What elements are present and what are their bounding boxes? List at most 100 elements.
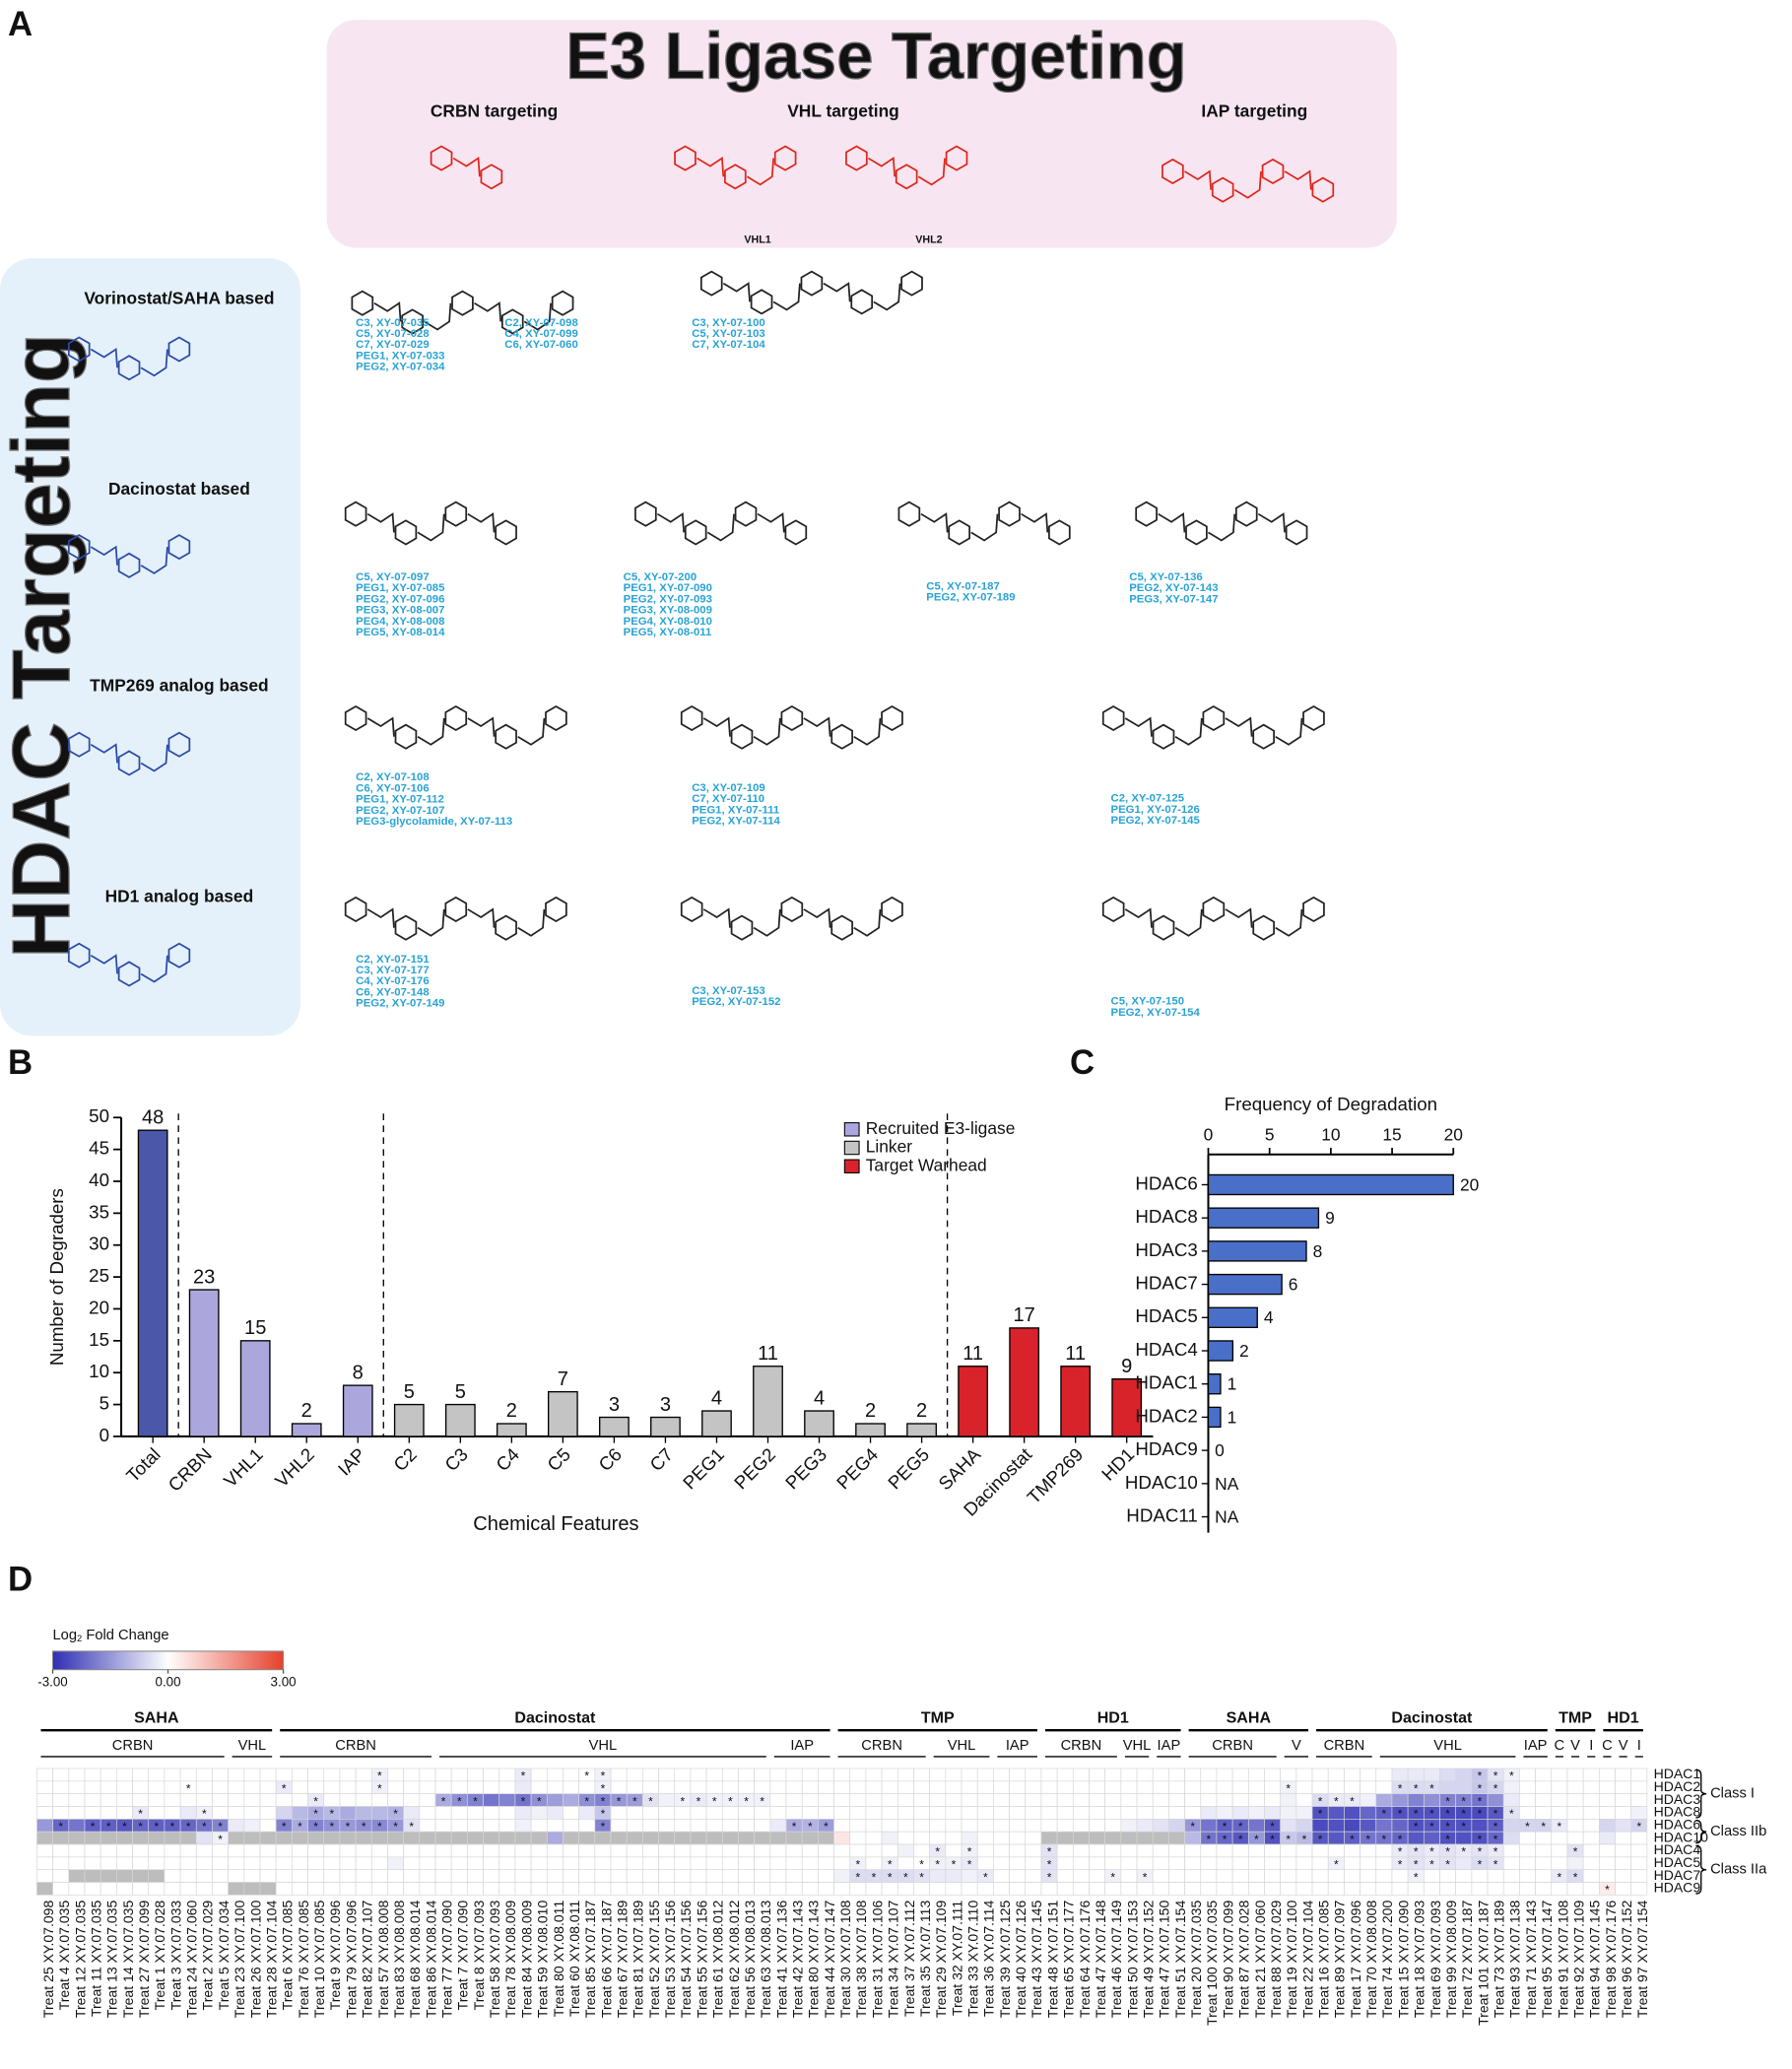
group-label: HD1 — [1608, 1708, 1639, 1726]
column-label: Treat 62 XY.08.012 — [726, 1901, 742, 2019]
heatmap-cell — [1089, 1793, 1106, 1807]
bond-chain — [1257, 512, 1286, 533]
ring — [394, 914, 418, 941]
heatmap-cell — [1598, 1869, 1616, 1883]
heatmap-cell — [514, 1831, 532, 1845]
heatmap-cell — [1216, 1856, 1233, 1871]
heatmap-cell — [243, 1869, 261, 1883]
heatmap-cell — [769, 1780, 787, 1795]
heatmap-cell — [961, 1882, 978, 1896]
heatmap-cell — [818, 1856, 834, 1871]
heatmap-cell — [1295, 1793, 1313, 1807]
heatmap-cell — [1566, 1806, 1584, 1820]
heatmap-cell — [642, 1843, 659, 1858]
group-label: Dacinostat — [514, 1708, 596, 1726]
bond-chain — [523, 302, 552, 331]
heatmap-cell — [514, 1819, 532, 1833]
heatmap-cell — [801, 1793, 819, 1807]
significance-star: * — [1143, 1870, 1148, 1884]
heatmap-cell — [1630, 1793, 1648, 1807]
heatmap-cell — [546, 1768, 564, 1782]
heatmap-cell — [1136, 1806, 1154, 1820]
heatmap-cell — [929, 1806, 947, 1820]
value-label: 8 — [1313, 1241, 1323, 1261]
heatmap-cell — [738, 1843, 755, 1858]
heatmap-cell — [818, 1843, 834, 1858]
heatmap-cell — [212, 1882, 229, 1896]
heatmap-cell — [370, 1806, 388, 1820]
significance-star: * — [1461, 1807, 1466, 1821]
heatmap-cell — [84, 1856, 101, 1871]
heatmap-cell — [228, 1793, 245, 1807]
structure — [699, 270, 923, 315]
bond-chain — [517, 717, 546, 746]
heatmap-cell — [769, 1869, 787, 1883]
column-label: Treat 100 XY.07.035 — [1204, 1901, 1220, 2026]
column-label: Treat 101 XY.07.187 — [1475, 1901, 1491, 2026]
heatmap-cell — [483, 1819, 500, 1833]
heatmap-cell — [116, 1768, 133, 1782]
column-label: Treat 21 XY.07.060 — [1252, 1901, 1268, 2019]
heatmap-cell — [1168, 1819, 1185, 1833]
heatmap-cell — [1089, 1806, 1106, 1820]
significance-star: * — [1190, 1820, 1195, 1834]
compound-id: C6, XY-07-060 — [504, 339, 578, 351]
x-tick-label: PEG5 — [884, 1443, 933, 1493]
compound-id: C5, XY-07-028 — [356, 328, 430, 340]
column-label: Treat 82 XY.07.107 — [360, 1901, 375, 2019]
heatmap-cell — [626, 1843, 643, 1858]
heatmap-cell — [275, 1843, 293, 1858]
heatmap-cell — [307, 1856, 325, 1871]
column-label: Treat 5 XY.07.034 — [216, 1901, 232, 2011]
heatmap-cell — [1072, 1780, 1090, 1795]
bond-chain — [1158, 512, 1186, 533]
heatmap-cell — [801, 1856, 819, 1871]
column-label: Treat 53 XY.07.156 — [662, 1901, 678, 2019]
heatmap-cell — [1040, 1793, 1058, 1807]
significance-star: * — [393, 1807, 398, 1821]
heatmap-cell — [116, 1882, 133, 1896]
heatmap-cell — [1598, 1819, 1616, 1833]
heatmap-cell — [1311, 1869, 1329, 1883]
significance-star: * — [1286, 1833, 1291, 1846]
heatmap-cell — [1009, 1882, 1027, 1896]
ring — [900, 270, 923, 297]
heatmap-cell — [1360, 1819, 1377, 1833]
heatmap-cell — [1280, 1856, 1297, 1871]
heatmap-cell — [865, 1780, 883, 1795]
significance-star: * — [202, 1807, 207, 1821]
significance-star: * — [1525, 1820, 1530, 1834]
heatmap-cell — [195, 1869, 213, 1883]
heatmap-cell — [467, 1856, 484, 1871]
column-label: Treat 84 XY.08.009 — [518, 1901, 534, 2019]
heatmap-cell — [100, 1882, 117, 1896]
heatmap-cell — [976, 1780, 994, 1795]
heatmap-cell — [1375, 1793, 1393, 1807]
significance-star: * — [186, 1781, 191, 1795]
y-tick-label: 35 — [89, 1201, 109, 1222]
value-label: 3 — [609, 1394, 620, 1416]
column-label: Treat 29 XY.07.109 — [933, 1901, 949, 2019]
heatmap-cell — [913, 1819, 931, 1833]
column-label: Treat 16 XY.07.085 — [1316, 1901, 1332, 2019]
class-label: Class I — [1710, 1786, 1755, 1802]
significance-star: * — [744, 1794, 749, 1808]
heatmap-cell — [36, 1793, 53, 1807]
heatmap-cell — [434, 1780, 452, 1795]
x-tick-label: PEG2 — [730, 1443, 779, 1493]
bond-chain — [1021, 512, 1049, 533]
compound-id: PEG1, XY-07-085 — [356, 582, 444, 594]
ring — [1302, 704, 1325, 732]
column-label: Treat 54 XY.07.156 — [678, 1901, 694, 2019]
heatmap-cell — [498, 1869, 516, 1883]
heatmap-cell — [307, 1843, 325, 1858]
bond-chain — [1183, 169, 1213, 190]
heatmap-cell — [818, 1793, 834, 1807]
heatmap-cell — [339, 1793, 357, 1807]
column-label: Treat 97 XY.07.154 — [1634, 1901, 1650, 2019]
compound-id: C5, XY-07-150 — [1111, 996, 1185, 1008]
heatmap-cell — [259, 1793, 277, 1807]
bond-chain — [1275, 908, 1303, 937]
ring — [167, 336, 191, 363]
heatmap-cell — [1423, 1768, 1440, 1782]
